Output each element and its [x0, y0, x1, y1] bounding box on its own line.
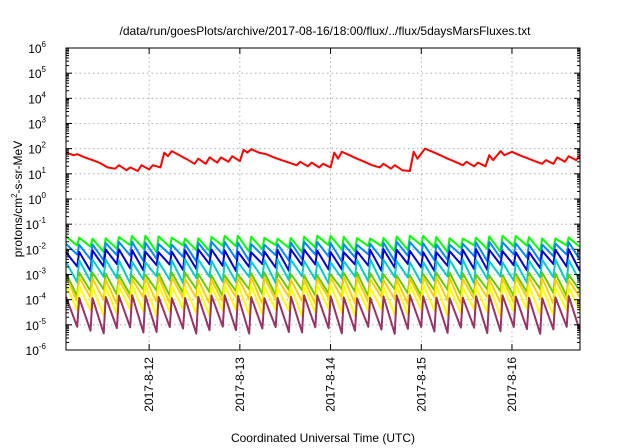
y-tick-label-base: 10 — [26, 344, 40, 358]
y-tick-label-exp: 2 — [42, 141, 47, 150]
series-line — [65, 147, 581, 172]
y-axis-label: protons/cm2-s-sr-MeV — [10, 141, 25, 257]
y-tick-label-exp: 1 — [42, 166, 47, 175]
series-line — [65, 234, 581, 254]
y-tick-label: 10-5 — [26, 317, 47, 333]
y-tick-label-base: 10 — [26, 294, 40, 308]
y-tick-label-exp: 3 — [42, 116, 47, 125]
y-tick-label-base: 10 — [26, 269, 40, 283]
x-tick-label: 2017-8-12 — [142, 357, 156, 412]
series-line — [65, 283, 581, 318]
y-tick-label-base: 10 — [26, 243, 40, 257]
y-tick-label: 10-2 — [26, 241, 47, 257]
y-tick-label: 10-6 — [26, 342, 47, 358]
y-tick-label-exp: 5 — [42, 65, 47, 74]
y-tick-label-exp: -4 — [39, 292, 47, 301]
series-line — [65, 275, 581, 306]
y-tick-label-base: 10 — [28, 168, 42, 182]
chart-title: /data/run/goesPlots/archive/2017-08-16/1… — [120, 24, 532, 38]
y-tick-label: 103 — [28, 116, 46, 132]
y-tick-label-exp: -5 — [39, 317, 47, 326]
series-line — [65, 294, 581, 335]
y-tick-label-base: 10 — [28, 42, 42, 56]
series-line — [65, 258, 581, 285]
y-tick-label: 10-1 — [26, 216, 47, 232]
y-tick-label-base: 10 — [28, 118, 42, 132]
y-tick-label: 106 — [28, 40, 46, 56]
y-tick-label: 104 — [28, 90, 46, 106]
y-tick-label-exp: -3 — [39, 267, 47, 276]
axis-ticks — [66, 47, 580, 351]
y-tick-label: 10-4 — [26, 292, 47, 308]
y-axis-label-suffix: -s-sr-MeV — [11, 141, 25, 194]
y-axis-label-prefix: protons/cm — [11, 198, 25, 257]
y-tick-label-base: 10 — [26, 218, 40, 232]
series-group — [65, 147, 581, 335]
y-tick-label-base: 10 — [26, 319, 40, 333]
y-axis-label-sup: 2 — [10, 193, 19, 198]
x-tick-label: 2017-8-16 — [505, 357, 519, 412]
y-tick-label: 10-3 — [26, 267, 47, 283]
x-tick-labels: 2017-8-12 2017-8-13 2017-8-14 2017-8-15 2017… — [142, 357, 519, 412]
series-line — [65, 271, 581, 298]
x-tick-label: 2017-8-15 — [414, 357, 428, 412]
y-tick-label-exp: 4 — [42, 90, 47, 99]
series-line — [65, 240, 581, 263]
grid — [66, 48, 580, 350]
y-tick-label-base: 10 — [28, 92, 42, 106]
y-tick-labels: 10-610-510-410-310-210-11001011021031041… — [26, 40, 47, 358]
series-line — [65, 248, 581, 272]
y-tick-label-exp: -2 — [39, 241, 47, 250]
x-axis-label: Coordinated Universal Time (UTC) — [231, 431, 415, 445]
y-tick-label-exp: 0 — [42, 191, 47, 200]
y-tick-label-exp: -1 — [39, 216, 47, 225]
y-tick-label: 101 — [28, 166, 46, 182]
y-tick-label-base: 10 — [28, 67, 42, 81]
y-tick-label-base: 10 — [28, 193, 42, 207]
y-tick-label: 102 — [28, 141, 46, 157]
x-tick-label: 2017-8-14 — [324, 357, 338, 412]
x-tick-label: 2017-8-13 — [233, 357, 247, 412]
y-tick-label: 100 — [28, 191, 46, 207]
y-tick-label-exp: 6 — [42, 40, 47, 49]
y-tick-label-exp: -6 — [39, 342, 47, 351]
y-tick-label-base: 10 — [28, 143, 42, 157]
y-tick-label: 105 — [28, 65, 46, 81]
